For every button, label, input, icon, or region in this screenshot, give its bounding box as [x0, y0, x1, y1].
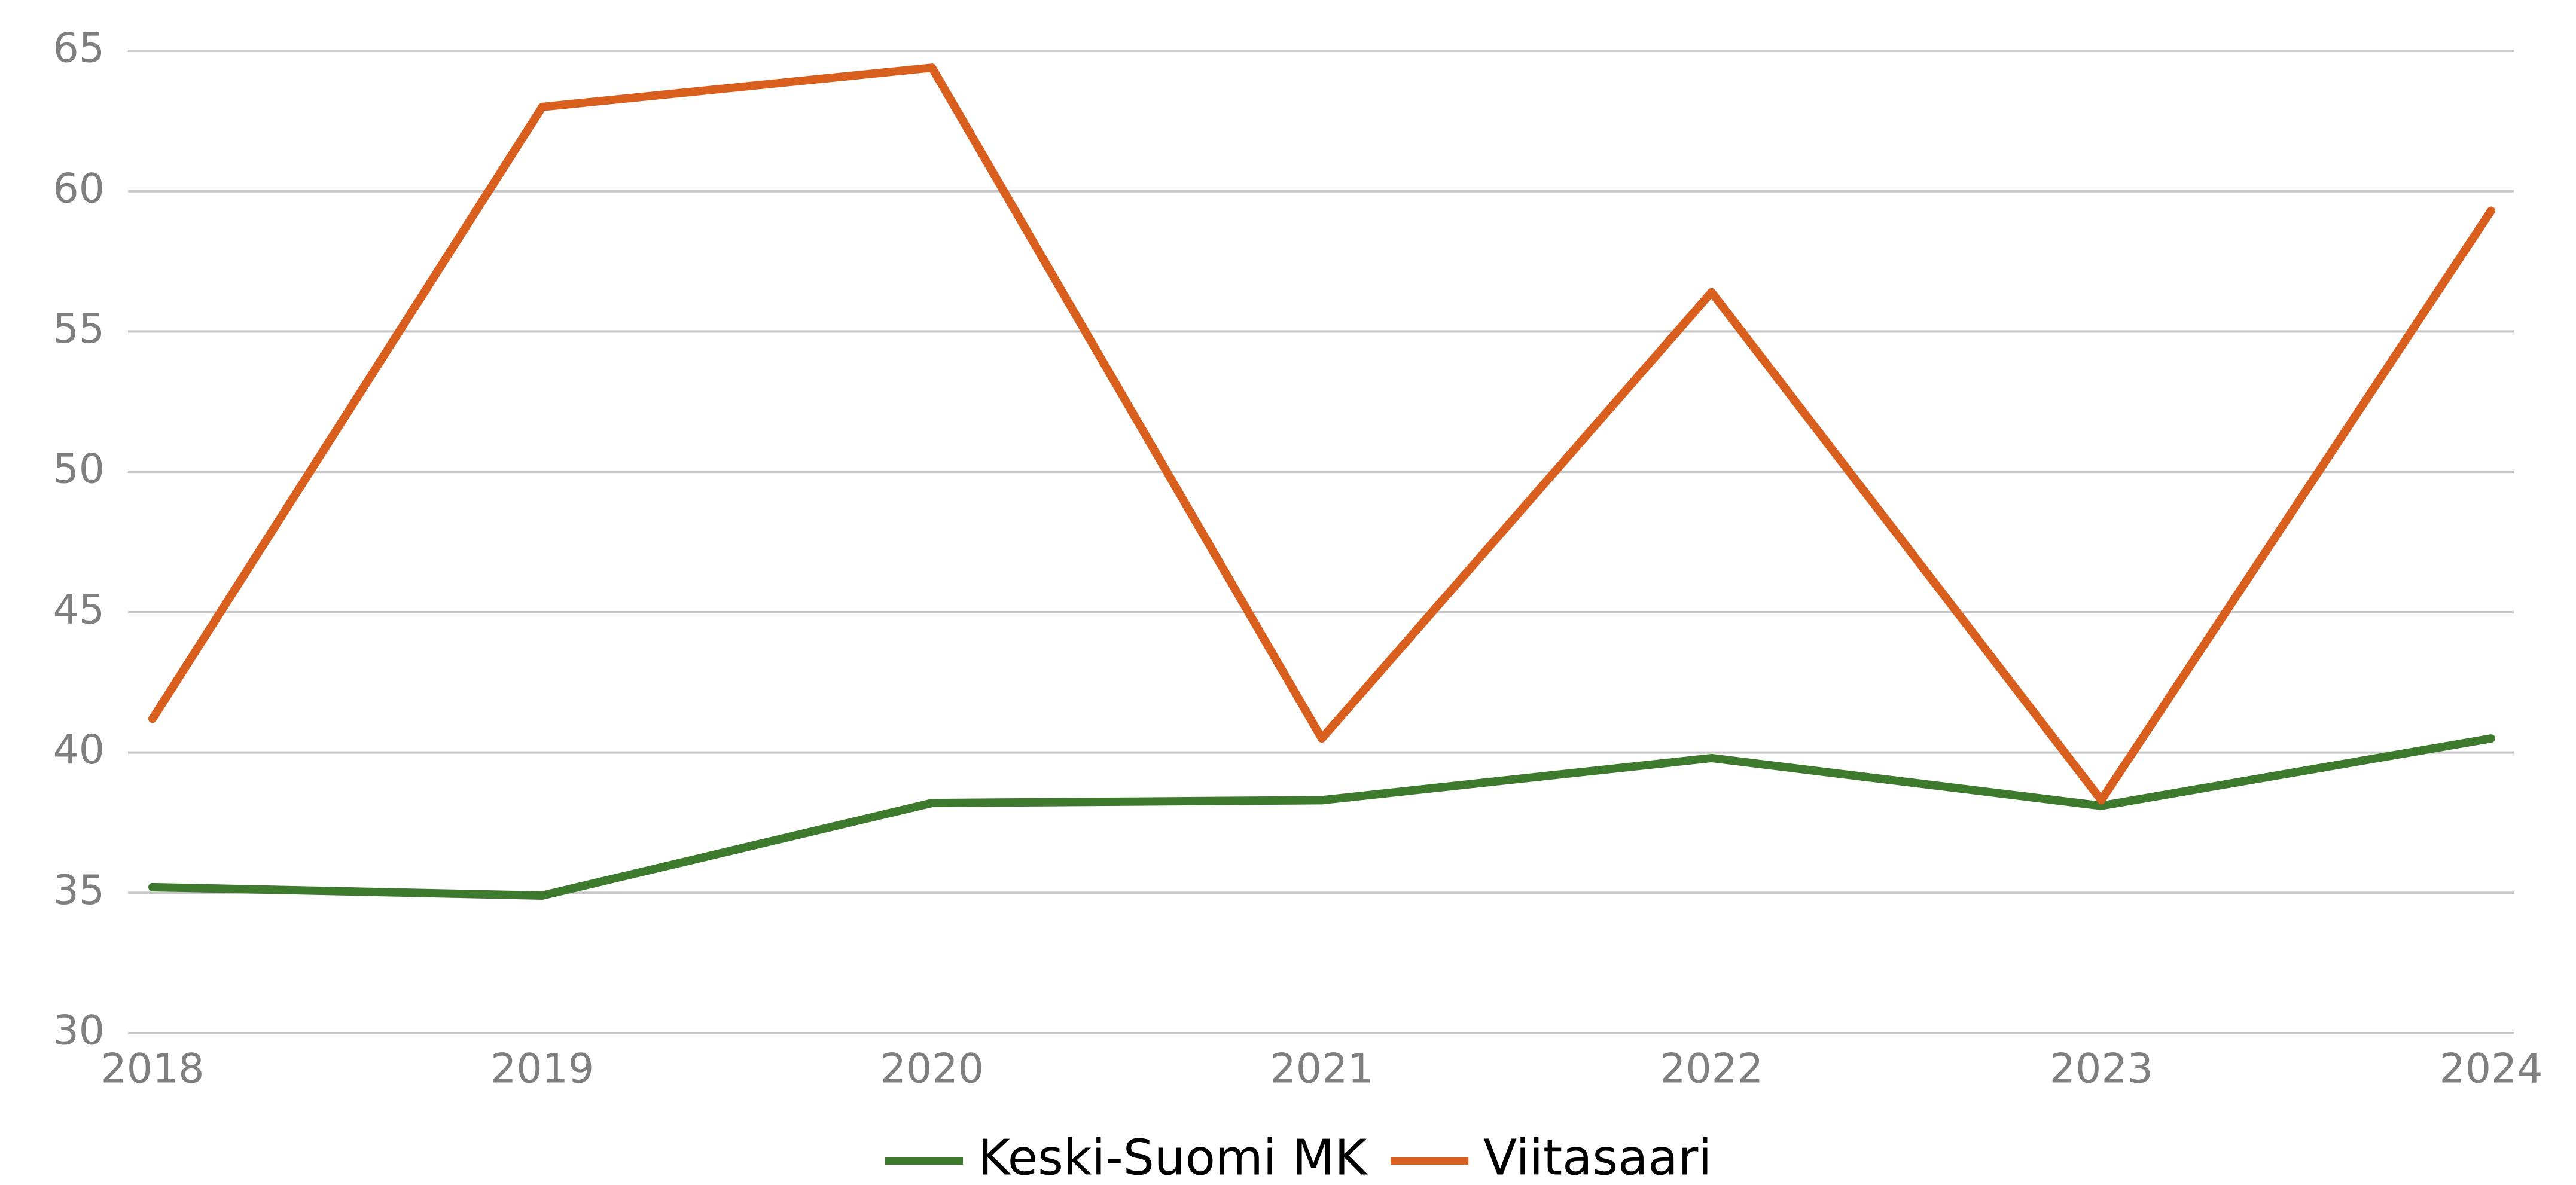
y-tick-label: 65	[53, 25, 105, 72]
y-tick-label: 35	[53, 867, 105, 914]
series-line	[148, 734, 2495, 900]
y-tick-label: 55	[53, 306, 105, 353]
x-tick-label: 2020	[880, 1046, 984, 1093]
legend-label: Keski-Suomi MK	[978, 1129, 1368, 1185]
x-tick-label: 2023	[2050, 1046, 2153, 1093]
series-line	[148, 63, 2495, 805]
y-tick-label: 40	[53, 726, 105, 774]
x-tick-label: 2021	[1270, 1046, 1373, 1093]
x-tick-label: 2022	[1660, 1046, 1763, 1093]
y-tick-label: 60	[53, 165, 105, 212]
y-tick-label: 50	[53, 446, 105, 493]
x-tick-label: 2018	[100, 1046, 204, 1093]
x-tick-label: 2024	[2439, 1046, 2543, 1093]
legend-label: Viitasaari	[1483, 1129, 1712, 1185]
x-tick-label: 2019	[490, 1046, 594, 1093]
y-tick-label: 45	[53, 586, 105, 633]
y-tick-label: 30	[53, 1007, 105, 1055]
